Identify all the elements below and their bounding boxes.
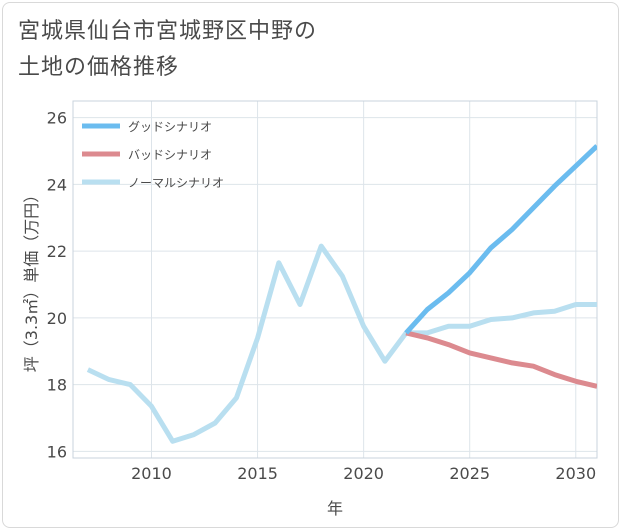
x-tick-label: 2025 — [449, 464, 490, 483]
series-lines — [86, 144, 597, 444]
x-tick-label: 2015 — [237, 464, 278, 483]
y-tick-label: 16 — [47, 442, 67, 461]
y-tick-label: 24 — [47, 175, 67, 194]
y-tick-label: 18 — [47, 376, 67, 395]
legend-label: グッドシナリオ — [128, 120, 212, 134]
x-tick-label: 2020 — [343, 464, 384, 483]
y-axis-label: 坪（3.3㎡）単価（万円） — [22, 187, 41, 372]
x-axis-ticks: 2010 2015 2020 2025 2030 — [131, 464, 596, 483]
title-line-2: 土地の価格推移 — [18, 55, 180, 80]
y-tick-label: 20 — [47, 309, 67, 328]
series-line-2 — [86, 243, 597, 444]
chart-title: 宮城県仙台市宮城野区中野の 土地の価格推移 — [18, 14, 317, 86]
x-tick-label: 2030 — [555, 464, 596, 483]
series-line-0 — [404, 144, 597, 335]
y-tick-label: 26 — [47, 109, 67, 128]
legend-label: ノーマルシナリオ — [128, 176, 224, 190]
legend-label: バッドシナリオ — [128, 148, 212, 162]
series-line-1 — [405, 330, 597, 389]
title-line-1: 宮城県仙台市宮城野区中野の — [18, 19, 318, 44]
plot-area — [72, 100, 598, 459]
y-axis-ticks: 16 18 20 22 24 26 — [47, 109, 67, 462]
y-tick-label: 22 — [47, 242, 67, 261]
x-tick-label: 2010 — [131, 464, 172, 483]
x-axis-label: 年 — [327, 499, 343, 518]
